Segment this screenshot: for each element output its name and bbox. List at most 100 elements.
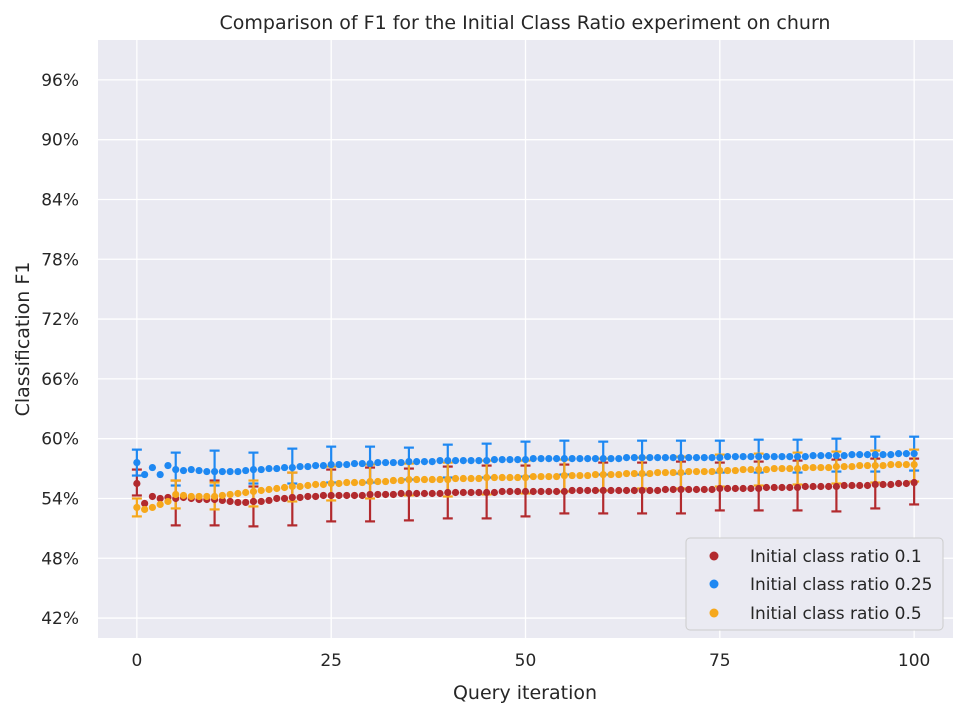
point-0-60 (599, 486, 607, 495)
x-tick-labels: 0 25 50 75 100 (131, 651, 930, 671)
point-2-93 (856, 461, 864, 470)
point-1-87 (809, 452, 817, 460)
point-0-90 (832, 482, 841, 491)
point-0-33 (389, 490, 397, 499)
point-2-83 (778, 464, 786, 473)
point-1-90 (832, 452, 841, 460)
y-tick-label-1: 48% (41, 549, 79, 569)
point-0-59 (591, 486, 600, 495)
point-2-80 (755, 465, 763, 474)
point-2-73 (700, 467, 708, 476)
point-0-80 (755, 484, 763, 493)
point-1-99 (902, 450, 910, 458)
x-tick-label-3: 75 (709, 651, 731, 671)
point-0-51 (529, 487, 537, 496)
point-1-42 (459, 456, 467, 465)
point-0-11 (218, 496, 226, 505)
point-0-57 (576, 486, 584, 495)
point-1-68 (661, 454, 670, 462)
chart-title: Comparison of F1 for the Initial Class R… (220, 12, 831, 34)
point-1-70 (677, 454, 685, 462)
point-0-16 (257, 497, 265, 506)
point-1-78 (739, 453, 747, 461)
point-1-71 (685, 454, 693, 462)
point-2-53 (545, 472, 553, 481)
data-points (133, 450, 918, 514)
point-0-36 (413, 489, 421, 498)
point-1-0 (133, 458, 141, 467)
point-1-74 (708, 454, 716, 462)
point-2-65 (638, 469, 646, 478)
point-0-40 (444, 488, 452, 497)
point-1-36 (413, 457, 421, 466)
point-1-57 (576, 455, 584, 463)
point-0-45 (483, 488, 491, 497)
point-2-68 (661, 468, 670, 477)
point-2-51 (529, 472, 537, 481)
point-2-10 (210, 492, 219, 501)
point-0-28 (350, 491, 359, 500)
legend-marker-2 (709, 608, 719, 618)
point-0-92 (848, 481, 856, 490)
point-1-54 (552, 455, 561, 463)
point-1-39 (436, 456, 444, 465)
point-1-9 (203, 467, 211, 476)
point-2-69 (669, 468, 677, 477)
point-0-12 (226, 497, 234, 506)
point-1-75 (716, 454, 724, 462)
point-1-43 (467, 456, 475, 465)
point-2-12 (226, 490, 234, 499)
point-1-61 (607, 455, 615, 463)
point-1-8 (195, 466, 203, 475)
point-2-85 (793, 464, 802, 473)
y-tick-label-9: 96% (41, 71, 79, 91)
point-2-57 (576, 471, 584, 480)
point-0-18 (273, 494, 281, 503)
point-0-83 (778, 483, 786, 492)
point-2-17 (265, 485, 273, 494)
point-2-86 (801, 463, 809, 472)
point-2-58 (584, 471, 592, 480)
point-0-63 (622, 486, 631, 495)
point-1-72 (692, 454, 701, 462)
point-1-30 (366, 459, 374, 468)
y-axis-label: Classification F1 (12, 262, 34, 417)
point-2-16 (257, 486, 265, 495)
point-1-48 (506, 455, 514, 464)
point-0-94 (863, 481, 872, 490)
point-1-59 (591, 455, 600, 463)
point-2-7 (187, 492, 195, 501)
point-0-81 (762, 483, 771, 492)
point-2-9 (203, 492, 211, 501)
point-2-91 (840, 462, 848, 471)
point-0-91 (840, 481, 848, 490)
point-2-62 (615, 470, 623, 479)
point-1-35 (405, 457, 413, 466)
point-1-60 (599, 455, 607, 463)
point-0-0 (133, 479, 141, 488)
point-1-86 (801, 453, 809, 461)
point-0-14 (242, 498, 250, 507)
point-2-20 (288, 482, 296, 491)
point-1-100 (910, 450, 918, 458)
point-2-81 (762, 465, 771, 474)
point-2-27 (343, 478, 351, 487)
point-0-74 (708, 485, 716, 494)
point-0-67 (654, 486, 662, 495)
point-2-14 (242, 488, 250, 497)
point-1-53 (545, 455, 553, 463)
point-2-77 (731, 466, 739, 475)
point-1-55 (560, 455, 568, 463)
point-0-75 (716, 484, 724, 493)
point-0-13 (234, 498, 242, 507)
point-0-70 (677, 485, 685, 494)
point-1-40 (444, 456, 452, 465)
point-1-91 (840, 452, 848, 460)
point-2-70 (677, 468, 685, 477)
point-2-48 (506, 473, 514, 482)
point-1-44 (475, 456, 483, 465)
point-1-27 (343, 460, 351, 469)
y-tick-labels: 42% 48% 54% 60% 66% 72% 78% 84% 90% 96% (41, 71, 79, 629)
point-1-18 (273, 464, 281, 473)
point-1-56 (568, 455, 576, 463)
